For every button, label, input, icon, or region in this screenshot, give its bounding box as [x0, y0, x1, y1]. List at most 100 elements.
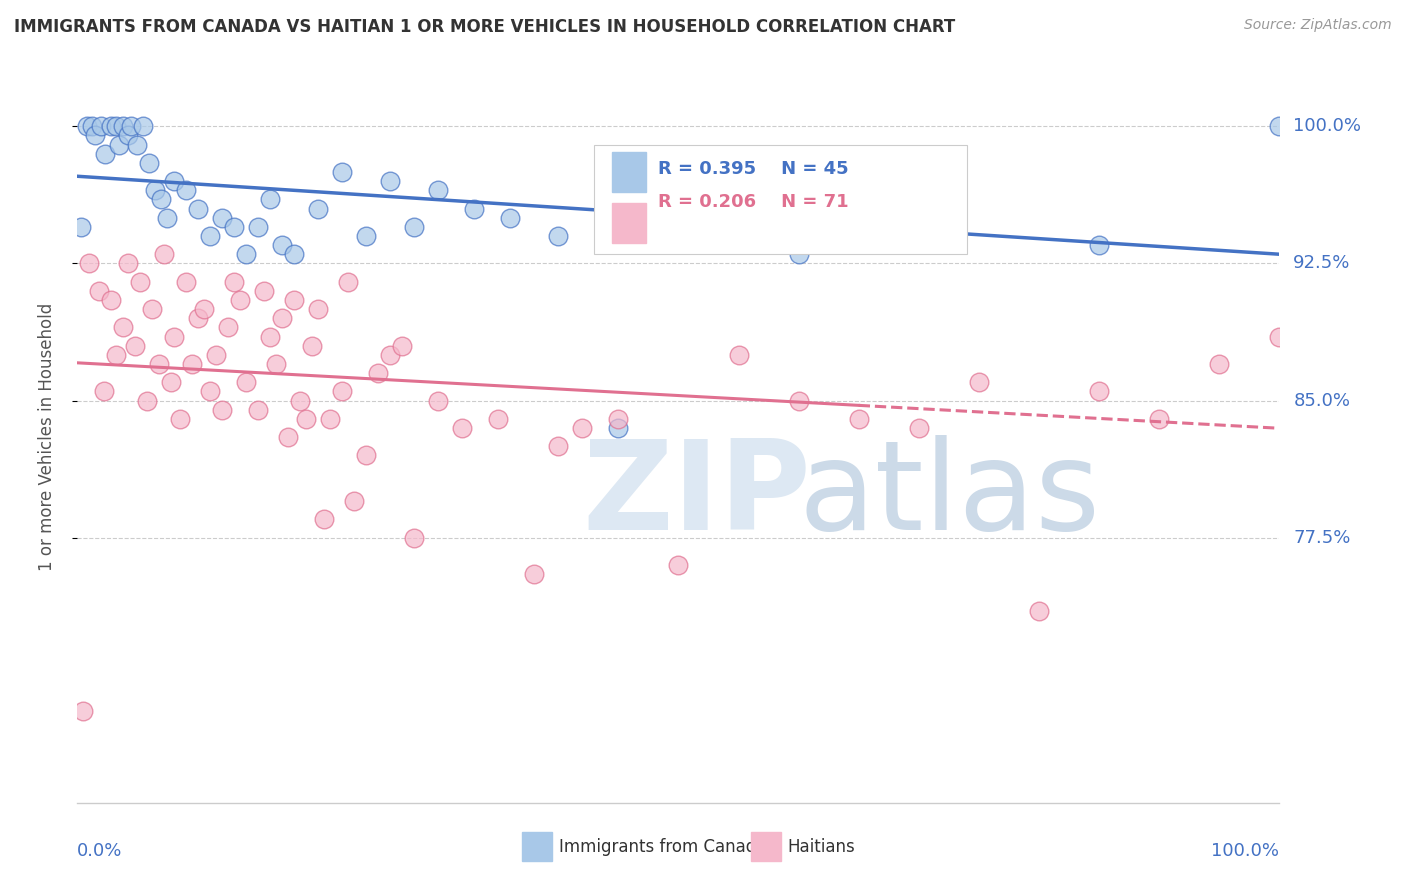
Point — [111, 120, 134, 134]
Point — [1268, 120, 1291, 134]
Point — [402, 531, 425, 545]
Point — [80, 120, 103, 134]
Point — [104, 120, 127, 134]
Point — [120, 120, 142, 134]
Point — [307, 301, 329, 317]
Point — [330, 384, 353, 399]
Point — [294, 412, 316, 426]
Point — [378, 348, 401, 362]
Point — [162, 329, 184, 343]
Point — [100, 293, 122, 307]
Point — [228, 293, 250, 307]
Point — [967, 376, 990, 390]
Point — [668, 193, 690, 207]
Point — [186, 202, 209, 216]
Point — [463, 202, 485, 216]
Point — [668, 558, 690, 573]
Point — [141, 301, 163, 317]
Point — [908, 421, 931, 435]
Point — [319, 412, 342, 426]
Point — [270, 238, 292, 252]
Point — [1208, 357, 1230, 371]
Point — [253, 284, 276, 298]
Point — [153, 247, 176, 261]
Point — [160, 376, 183, 390]
Text: Immigrants from Canada: Immigrants from Canada — [560, 838, 766, 855]
Point — [547, 439, 569, 453]
Point — [198, 384, 221, 399]
Point — [70, 219, 93, 234]
Point — [246, 219, 269, 234]
Point — [204, 348, 226, 362]
Point — [162, 174, 184, 188]
Point — [391, 339, 413, 353]
Point — [211, 211, 233, 225]
Point — [427, 393, 450, 408]
Point — [283, 293, 305, 307]
Text: IMMIGRANTS FROM CANADA VS HAITIAN 1 OR MORE VEHICLES IN HOUSEHOLD CORRELATION CH: IMMIGRANTS FROM CANADA VS HAITIAN 1 OR M… — [14, 18, 955, 36]
Point — [354, 229, 377, 244]
Point — [117, 128, 139, 143]
Point — [1268, 329, 1291, 343]
Point — [117, 256, 139, 270]
Point — [186, 311, 209, 326]
Bar — [522, 832, 553, 862]
Point — [1149, 412, 1171, 426]
Point — [264, 357, 287, 371]
Text: Haitians: Haitians — [787, 838, 855, 855]
Point — [94, 146, 117, 161]
Point — [727, 348, 749, 362]
Point — [1088, 384, 1111, 399]
Point — [136, 393, 159, 408]
Bar — [612, 152, 645, 192]
Text: 100.0%: 100.0% — [1212, 842, 1279, 860]
Point — [150, 193, 173, 207]
Point — [93, 384, 115, 399]
Point — [402, 219, 425, 234]
Point — [343, 494, 366, 508]
Point — [908, 174, 931, 188]
Point — [174, 183, 197, 197]
Point — [571, 421, 593, 435]
Point — [217, 320, 239, 334]
Point — [76, 120, 98, 134]
Text: 85.0%: 85.0% — [1294, 392, 1350, 409]
Point — [607, 421, 630, 435]
Point — [198, 229, 221, 244]
Point — [132, 120, 155, 134]
Point — [1389, 393, 1406, 408]
Point — [235, 247, 257, 261]
Point — [367, 366, 389, 380]
Point — [1028, 604, 1050, 618]
Point — [277, 430, 299, 444]
Text: ZIP: ZIP — [582, 435, 811, 556]
Text: R = 0.206    N = 71: R = 0.206 N = 71 — [658, 193, 849, 211]
Point — [128, 275, 150, 289]
Point — [174, 275, 197, 289]
Point — [79, 256, 101, 270]
Point — [127, 137, 149, 152]
Bar — [751, 832, 780, 862]
Point — [354, 448, 377, 462]
Point — [787, 247, 810, 261]
Point — [427, 183, 450, 197]
Point — [486, 412, 509, 426]
Point — [169, 412, 191, 426]
Point — [72, 705, 94, 719]
Point — [301, 339, 323, 353]
Text: 92.5%: 92.5% — [1294, 254, 1351, 272]
Point — [100, 120, 122, 134]
Point — [288, 393, 311, 408]
Point — [138, 155, 160, 169]
Point — [727, 183, 749, 197]
Point — [87, 284, 110, 298]
Point — [84, 128, 107, 143]
Point — [523, 567, 546, 582]
Text: 77.5%: 77.5% — [1294, 529, 1351, 547]
Point — [787, 393, 810, 408]
Point — [156, 211, 179, 225]
Text: R = 0.395    N = 45: R = 0.395 N = 45 — [658, 160, 849, 178]
Point — [145, 183, 167, 197]
Point — [104, 348, 127, 362]
Point — [378, 174, 401, 188]
